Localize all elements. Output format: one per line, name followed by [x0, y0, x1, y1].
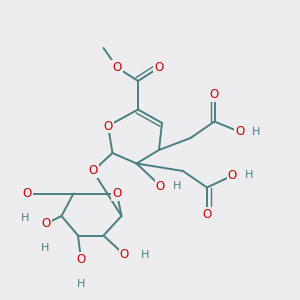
Text: H: H — [252, 127, 261, 137]
Text: H: H — [21, 213, 30, 223]
Text: O: O — [202, 208, 211, 221]
Text: O: O — [112, 61, 122, 74]
Text: O: O — [228, 169, 237, 182]
Text: H: H — [77, 279, 85, 289]
Text: O: O — [76, 253, 85, 266]
Text: O: O — [154, 61, 164, 74]
Text: O: O — [120, 248, 129, 262]
Text: H: H — [245, 170, 253, 181]
Text: H: H — [41, 243, 49, 253]
Text: O: O — [112, 187, 122, 200]
Text: O: O — [22, 187, 32, 200]
Text: H: H — [173, 181, 181, 191]
Text: H: H — [141, 250, 149, 260]
Text: O: O — [88, 164, 98, 178]
Text: O: O — [103, 119, 112, 133]
Text: O: O — [156, 179, 165, 193]
Text: O: O — [210, 88, 219, 101]
Text: O: O — [42, 217, 51, 230]
Text: O: O — [236, 125, 244, 139]
